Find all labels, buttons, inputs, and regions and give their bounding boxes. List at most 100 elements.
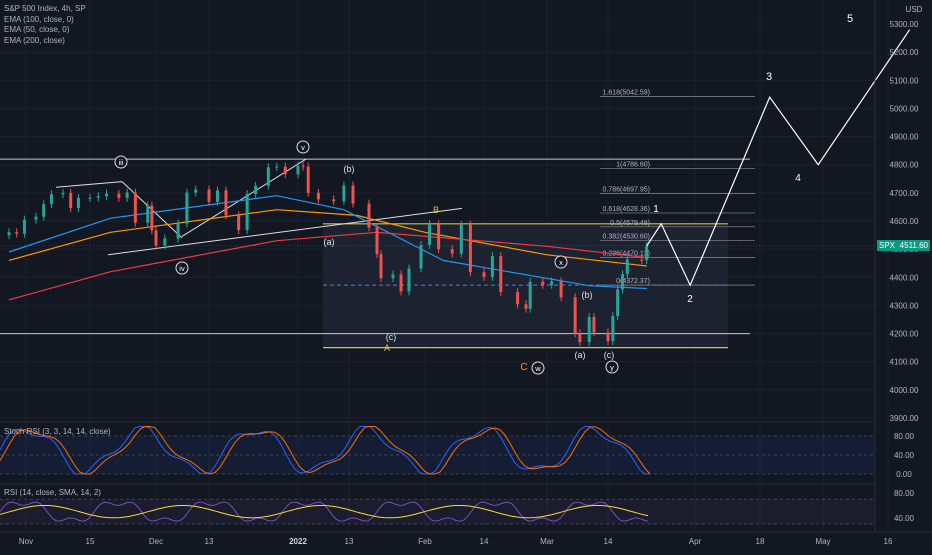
- wave-v-label: v: [301, 143, 305, 152]
- time-tick-label: May: [815, 537, 830, 546]
- candle-body: [450, 249, 454, 254]
- candle-body: [468, 224, 472, 273]
- wave-y-label: y: [610, 363, 614, 372]
- candle-body: [215, 190, 219, 202]
- price-tick-label: 5200.00: [890, 48, 919, 57]
- candle-body: [7, 232, 11, 236]
- time-tick-label: 16: [884, 537, 893, 546]
- legend-ema200: EMA (200, close): [4, 35, 65, 45]
- price-tick-label: 4100.00: [890, 358, 919, 367]
- indicator-panes: [0, 426, 875, 525]
- candle-body: [176, 223, 180, 239]
- candle-body: [237, 215, 241, 231]
- ema200-line: [8, 231, 647, 301]
- candle-body: [88, 197, 92, 199]
- candle-body: [573, 297, 577, 334]
- stoch-k-line: [0, 426, 650, 475]
- wave-a2-label: (a): [575, 350, 586, 360]
- fib-level-label: 0.5(4579.48): [610, 220, 650, 227]
- candle-body: [76, 197, 80, 209]
- price-tick-label: 4300.00: [890, 301, 919, 310]
- ema50-line: [8, 195, 647, 290]
- legend-title: S&P 500 Index, 4h, SP: [4, 4, 86, 13]
- candle-body: [419, 244, 423, 269]
- candle-body: [499, 256, 503, 292]
- price-tick-label: 3900.00: [890, 414, 919, 423]
- candle-body: [105, 193, 108, 197]
- candle-body: [117, 193, 121, 198]
- wave-w-label-circle: [531, 361, 545, 375]
- wave-w-label: w: [534, 364, 541, 373]
- time-tick-label: 18: [756, 537, 765, 546]
- candle-body: [42, 204, 46, 217]
- candle-body: [625, 259, 629, 275]
- candle-body: [332, 199, 336, 202]
- wave-iv-label: iv: [179, 264, 185, 273]
- candle-body: [645, 246, 649, 261]
- wave-c-small-label: (c): [386, 332, 397, 342]
- time-tick-label: 14: [604, 537, 613, 546]
- rsi-line: [0, 501, 649, 522]
- candle-body: [34, 216, 38, 220]
- candle-body: [399, 274, 403, 292]
- candle-body: [22, 219, 26, 234]
- last-price-tag: SPX 4511.60: [877, 240, 930, 251]
- wave-iv-label-circle: [175, 261, 189, 275]
- wave-4-label: 4: [795, 173, 801, 184]
- candle-body: [133, 192, 137, 223]
- fib-level-label: 0.786(4697.95): [603, 186, 650, 193]
- candle-body: [528, 281, 532, 309]
- wave-y-label-circle: [605, 360, 619, 374]
- fib-level-label: 1.618(5042.59): [603, 89, 650, 96]
- wave-b-small-label: (b): [344, 164, 355, 174]
- price-tick-label: 4800.00: [890, 161, 919, 170]
- rsi-band: [0, 499, 875, 524]
- candle-body: [621, 274, 624, 290]
- candle-body: [316, 192, 320, 200]
- price-tick-label: 4400.00: [890, 273, 919, 282]
- stoch-tick-label: 40.00: [894, 451, 915, 460]
- wave-c2-label: (c): [604, 350, 615, 360]
- time-tick-label: Dec: [149, 537, 163, 546]
- candle-body: [207, 189, 211, 202]
- wave-3-label: 3: [766, 71, 772, 83]
- candle-body: [550, 281, 554, 285]
- candle-body: [254, 185, 258, 194]
- time-tick-label: Nov: [19, 537, 33, 546]
- candle-body: [541, 281, 545, 285]
- candle-body: [49, 194, 53, 205]
- candle-body: [616, 289, 620, 317]
- candle-body: [245, 193, 249, 231]
- candle-body: [437, 224, 441, 250]
- candle-body: [69, 192, 73, 209]
- candle-body: [391, 274, 395, 279]
- stoch-tick-label: 80.00: [894, 432, 915, 441]
- wave-2-label: 2: [687, 294, 693, 305]
- price-tick-label: 5000.00: [890, 104, 919, 113]
- last-price-symbol: SPX: [879, 241, 896, 250]
- fib-level-label: 0(4372.37): [616, 278, 650, 285]
- candle-body: [61, 192, 65, 195]
- candle-body: [407, 268, 411, 292]
- ema100-line: [8, 209, 647, 267]
- candle-body: [296, 165, 300, 175]
- candle-body: [640, 259, 644, 261]
- candle-body: [154, 230, 158, 246]
- rsi-tick-label: 40.00: [894, 514, 915, 523]
- fib-level-label: 1(4786.60): [616, 161, 650, 168]
- candle-body: [96, 196, 100, 198]
- stoch-rsi-label: Stoch RSI (3, 3, 14, 14, close): [4, 427, 111, 436]
- candle-body: [367, 203, 371, 228]
- wave-iii-label-circle: [114, 155, 128, 169]
- candle-body: [459, 224, 463, 254]
- wave-iii-label: iii: [119, 158, 124, 167]
- candle-body: [194, 189, 198, 193]
- price-tick-label: 4000.00: [890, 386, 919, 395]
- stoch-tick-label: 0.00: [896, 470, 912, 479]
- price-tick-label: 4700.00: [890, 189, 919, 198]
- trendline-top-left: [55, 181, 123, 188]
- candle-body: [301, 165, 305, 167]
